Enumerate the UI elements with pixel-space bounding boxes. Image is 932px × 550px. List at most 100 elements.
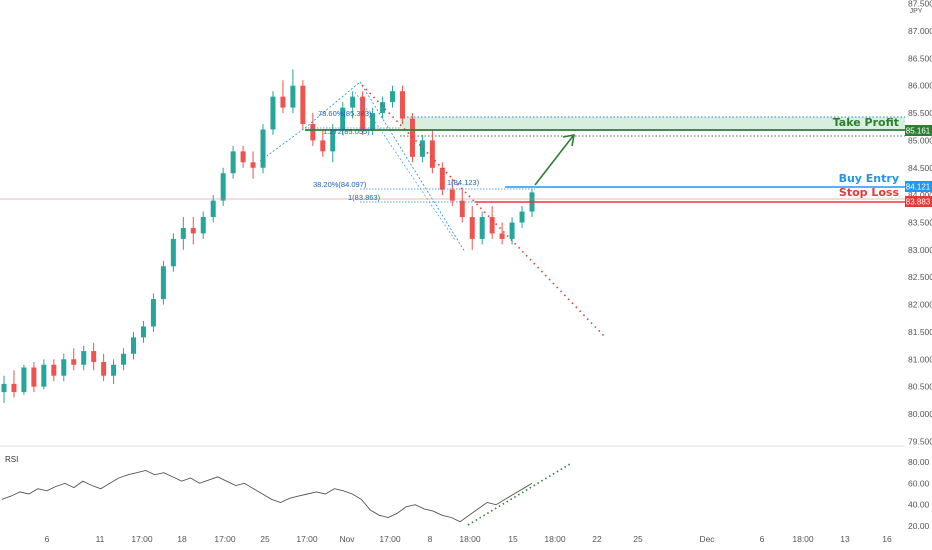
time-tick-label: 13 [840,534,850,544]
price-tick-label: 86.000 [908,81,932,91]
candle-body [160,266,166,300]
price-tick-label: 84.000 [908,190,932,200]
time-tick-label: 25 [633,534,643,544]
rsi-label: RSI [5,455,18,464]
candle-body [290,85,296,108]
time-tick-label: 6 [760,534,765,544]
price-axis[interactable]: 87.500 87.000 86.500 86.000 85.500 85.000 84.5… [908,0,932,446]
candle-body [81,351,87,365]
take-profit-zone [400,117,905,131]
fib-label-3820: 38.20%(84.097) [313,180,367,189]
fib-label-7860: 78.60%(85.383) [318,109,372,118]
candle-body [509,222,515,239]
price-tick-label: 85.000 [908,135,932,145]
price-tick-label: 81.500 [908,327,932,337]
candle-body [419,140,425,157]
candle-body [71,359,77,365]
price-tick-label: 84.500 [908,163,932,173]
candle-body [280,96,286,108]
candle-body [519,211,525,223]
time-tick-label: 17:00 [296,534,318,544]
time-tick-label: 25 [260,534,270,544]
currency-label: JPY [910,8,923,15]
candle-body [320,140,326,152]
buy-entry-price: 84.121 [906,183,931,192]
price-tick-label: 83.000 [908,245,932,255]
time-tick-label: 8 [428,534,433,544]
fib-connector-line [259,127,306,162]
candle-body [101,362,107,376]
stop-loss-label: Stop Loss [839,186,900,199]
candle-body [350,96,356,108]
fib-label-1272: 1.272(85.055) [323,127,370,136]
candle-body [260,129,266,168]
rsi-tick-label: 80.00 [908,457,930,467]
take-profit-price-badge [905,125,932,136]
buy-entry-price-badge [905,181,932,192]
candle-body [310,124,316,141]
candle-body [300,85,306,125]
candle-body [31,367,37,387]
rsi-tick-label: 40.00 [908,500,930,510]
candle-body [1,383,7,393]
stop-loss-price-badge [905,196,932,207]
time-tick-label: 17:00 [131,534,153,544]
fib-label-1: 1(83.863) [348,193,381,202]
candle-body [380,102,386,114]
candle-body [200,217,206,234]
candle-body [41,364,47,387]
candle-body [210,200,216,218]
price-tick-label: 80.500 [908,382,932,392]
candle-body [429,140,435,168]
price-tick-label: 80.000 [908,409,932,419]
candle-body [459,200,465,218]
candle-body [240,151,246,163]
price-tick-label: 87.000 [908,26,932,36]
candle-body [51,364,57,376]
candle-body [170,238,176,267]
time-tick-label: 16 [882,534,892,544]
candle-body [479,217,485,239]
candle-body [439,167,445,190]
take-profit-label: Take Profit [833,116,899,129]
projection-arrow-head-icon [562,134,575,147]
candle-body [121,353,127,365]
fib-connector-line [359,81,466,253]
time-tick-label: 18 [177,534,187,544]
candle-body [370,113,376,130]
time-tick-label: 22 [592,534,602,544]
candle-body [220,173,226,201]
price-tick-label: 85.500 [908,108,932,118]
price-tick-label: 83.500 [908,218,932,228]
candle-body [489,217,495,234]
candle-body [111,364,117,376]
candle-body [250,162,256,168]
candles-layer [1,69,535,404]
price-tick-label: 86.500 [908,53,932,63]
fib-label-1-second: 1(84.123) [447,178,480,187]
time-tick-label: 17:00 [379,534,401,544]
candle-body [390,91,396,103]
time-axis[interactable]: 6 11 17:00 18 17:00 25 17:00 Nov 17:00 8 18:00 15 18… [45,534,892,544]
downtrend-line [361,84,606,338]
rsi-tick-label: 60.00 [908,478,930,488]
rsi-tick-label: 20.00 [908,521,930,531]
stop-loss-price: 83.883 [906,198,931,207]
candle-body [21,367,27,393]
rsi-pane: 80.00 60.00 40.00 20.00 [1,457,930,531]
time-tick-label: 18:00 [792,534,814,544]
price-tick-label: 81.000 [908,354,932,364]
take-profit-price: 85.161 [906,127,931,136]
candle-body [340,107,346,130]
price-tick-label: 79.500 [908,436,932,446]
candle-body [131,337,137,354]
candle-body [140,326,146,338]
annotations-layer: Take Profit Buy Entry Stop Loss 78.60%(8… [0,81,905,338]
candle-body [330,129,336,152]
price-tick-label: 82.000 [908,300,932,310]
fib-channel-line [354,91,456,241]
time-tick-label: 15 [508,534,518,544]
time-tick-label: 11 [96,534,105,544]
